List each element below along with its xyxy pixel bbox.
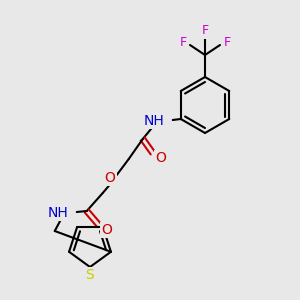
Text: O: O	[155, 151, 166, 165]
Text: O: O	[104, 171, 115, 185]
Text: NH: NH	[144, 114, 165, 128]
Text: F: F	[179, 35, 187, 49]
Text: O: O	[101, 223, 112, 237]
Text: F: F	[224, 35, 231, 49]
Text: F: F	[201, 25, 208, 38]
Text: S: S	[85, 268, 94, 282]
Text: NH: NH	[48, 206, 69, 220]
